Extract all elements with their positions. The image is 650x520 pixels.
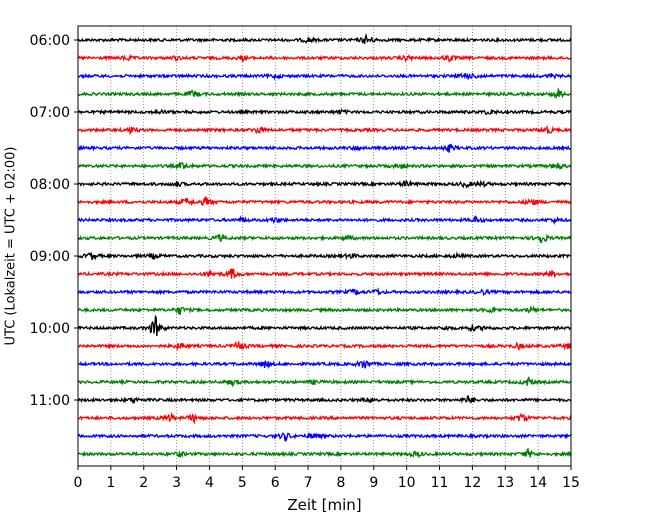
x-tick-label: 13 bbox=[496, 475, 514, 491]
seismogram-trace-0600 bbox=[77, 32, 572, 45]
seismogram-trace-0630 bbox=[77, 72, 572, 81]
seismogram-trace-0900 bbox=[77, 251, 572, 261]
x-tick-label: 5 bbox=[238, 475, 247, 491]
seismogram-trace-1100 bbox=[77, 394, 572, 405]
seismogram-trace-1145 bbox=[77, 447, 572, 459]
seismogram-trace-0945 bbox=[78, 305, 572, 315]
x-tick-label: 2 bbox=[139, 475, 148, 491]
x-axis-ticks: 0 1 2 3 4 5 6 7 8 9 10 11 12 13 14 15 bbox=[74, 466, 580, 491]
seismogram-trace-0915 bbox=[77, 268, 572, 279]
seismogram-trace-0815 bbox=[77, 196, 572, 207]
x-tick-label: 3 bbox=[172, 475, 181, 491]
seismogram-trace-0645 bbox=[77, 88, 572, 100]
seismogram-trace-0745 bbox=[77, 161, 572, 171]
y-axis-label: UTC (Lokalzeit = UTC + 02:00) bbox=[4, 147, 19, 346]
y-tick-label: 08:00 bbox=[30, 177, 70, 193]
x-tick-label: 12 bbox=[463, 475, 481, 491]
seismogram-trace-1030 bbox=[77, 359, 572, 370]
seismogram-trace-1015 bbox=[77, 340, 572, 352]
y-tick-label: 10:00 bbox=[30, 321, 70, 337]
seismogram-traces bbox=[77, 32, 572, 459]
seismogram-trace-1115 bbox=[77, 411, 572, 425]
y-tick-label: 06:00 bbox=[30, 33, 70, 49]
x-tick-label: 6 bbox=[271, 475, 280, 491]
y-tick-label: 07:00 bbox=[30, 105, 70, 121]
grid-lines bbox=[110, 26, 539, 466]
seismogram-trace-0845 bbox=[77, 233, 572, 244]
x-tick-label: 10 bbox=[398, 475, 416, 491]
x-tick-label: 9 bbox=[369, 475, 378, 491]
y-axis-ticks: 06:00 07:00 08:00 09:00 10:00 11:00 bbox=[30, 33, 78, 409]
seismogram-trace-0930 bbox=[77, 287, 572, 297]
x-tick-label: 15 bbox=[562, 475, 580, 491]
seismogram-trace-1045 bbox=[77, 375, 572, 388]
y-tick-label: 11:00 bbox=[30, 393, 70, 409]
x-tick-label: 4 bbox=[205, 475, 214, 491]
x-tick-label: 7 bbox=[304, 475, 313, 491]
seismogram-trace-1130 bbox=[77, 431, 572, 442]
y-tick-label: 09:00 bbox=[30, 249, 70, 265]
seismogram-trace-0800 bbox=[77, 179, 572, 190]
seismogram-trace-0715 bbox=[77, 125, 572, 136]
x-tick-label: 8 bbox=[336, 475, 345, 491]
x-axis-label: Zeit [min] bbox=[287, 496, 361, 514]
seismogram-trace-0615 bbox=[77, 53, 572, 64]
x-tick-label: 14 bbox=[529, 475, 547, 491]
seismogram-trace-0730 bbox=[77, 143, 572, 153]
x-tick-label: 0 bbox=[74, 475, 83, 491]
seismogram-trace-0830 bbox=[77, 214, 572, 226]
plot-frame bbox=[77, 25, 572, 467]
x-tick-label: 11 bbox=[431, 475, 449, 491]
seismogram-trace-1000 bbox=[77, 314, 572, 337]
seismogram-trace-0700 bbox=[77, 108, 572, 116]
x-tick-label: 1 bbox=[106, 475, 115, 491]
